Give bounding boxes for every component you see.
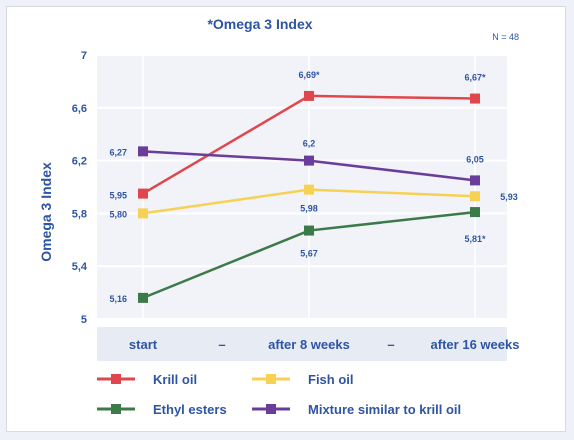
data-point — [304, 225, 314, 236]
data-label: 6,2 — [303, 139, 316, 149]
x-tick-label: after 16 weeks — [431, 337, 520, 352]
y-tick-label: 5,8 — [72, 208, 87, 220]
x-tick-label: after 8 weeks — [268, 337, 350, 352]
x-separator: – — [387, 337, 394, 352]
data-point — [470, 175, 480, 186]
y-tick-label: 7 — [81, 50, 87, 62]
data-label: 6,69* — [298, 70, 320, 80]
legend-swatch-marker — [266, 374, 276, 384]
y-tick-label: 6,6 — [72, 103, 87, 115]
data-label: 5,67 — [300, 249, 318, 259]
y-tick-label: 5 — [81, 314, 87, 326]
data-point — [470, 207, 480, 218]
data-point — [138, 292, 148, 303]
data-point — [470, 93, 480, 104]
chart-canvas: *Omega 3 Index N = 48 Omega 3 Index 5 5,4… — [38, 16, 520, 417]
y-tick-label: 5,4 — [72, 261, 88, 273]
legend-label: Krill oil — [153, 372, 197, 387]
data-label: 5,81* — [464, 234, 486, 244]
sample-size-note: N = 48 — [492, 32, 519, 42]
legend-label: Mixture similar to krill oil — [308, 402, 461, 417]
data-point — [470, 191, 480, 202]
y-tick-label: 6,2 — [72, 156, 87, 168]
data-label: 6,27 — [109, 147, 127, 157]
data-point — [304, 90, 314, 101]
data-label: 5,93 — [500, 192, 518, 202]
data-label: 5,98 — [300, 204, 318, 214]
data-label: 6,67* — [464, 73, 486, 83]
data-point — [304, 184, 314, 195]
plot-area — [97, 55, 507, 319]
legend-swatch-marker — [266, 404, 276, 414]
data-point — [138, 188, 148, 199]
x-axis-band — [97, 327, 507, 361]
data-point — [138, 208, 148, 219]
data-label: 5,95 — [109, 191, 127, 201]
legend-label: Ethyl esters — [153, 402, 227, 417]
chart-title: *Omega 3 Index — [207, 16, 312, 32]
x-tick-label: start — [129, 337, 158, 352]
y-axis-label: Omega 3 Index — [38, 162, 54, 262]
data-point — [304, 155, 314, 166]
legend-swatch-marker — [111, 404, 121, 414]
chart-frame: *Omega 3 Index N = 48 Omega 3 Index 5 5,4… — [6, 6, 566, 432]
data-label: 6,05 — [466, 154, 484, 164]
data-point — [138, 146, 148, 157]
legend-swatch-marker — [111, 374, 121, 384]
legend-label: Fish oil — [308, 372, 354, 387]
x-separator: – — [218, 337, 225, 352]
data-label: 5,80 — [109, 209, 127, 219]
data-label: 5,16 — [109, 294, 127, 304]
